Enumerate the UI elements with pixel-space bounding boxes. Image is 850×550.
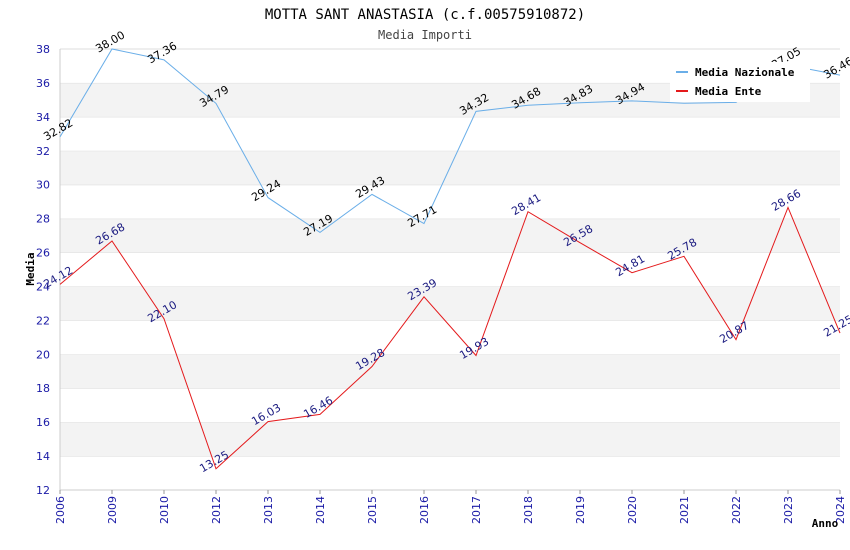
grid-band bbox=[60, 456, 840, 490]
x-tick-label: 2020 bbox=[626, 496, 639, 524]
x-tick-label: 2023 bbox=[782, 496, 795, 524]
grid-band bbox=[60, 286, 840, 321]
x-tick-label: 2010 bbox=[158, 496, 171, 524]
y-axis-label: Media bbox=[24, 252, 37, 285]
x-tick-label: 2019 bbox=[574, 496, 587, 524]
x-tick-label: 2013 bbox=[262, 496, 275, 524]
y-tick-label: 32 bbox=[36, 145, 50, 158]
grid-band bbox=[60, 252, 840, 287]
x-tick-label: 2014 bbox=[314, 496, 327, 524]
x-tick-label: 2012 bbox=[210, 496, 223, 524]
y-tick-label: 38 bbox=[36, 43, 50, 56]
y-tick-label: 20 bbox=[36, 348, 50, 361]
x-tick-label: 2022 bbox=[730, 496, 743, 524]
legend-entry: Media Ente bbox=[695, 85, 762, 98]
y-tick-label: 34 bbox=[36, 111, 50, 124]
y-tick-label: 12 bbox=[36, 484, 50, 497]
chart-subtitle: Media Importi bbox=[378, 28, 472, 42]
x-tick-label: 2018 bbox=[522, 496, 535, 524]
y-tick-label: 28 bbox=[36, 213, 50, 226]
legend-entry: Media Nazionale bbox=[695, 66, 795, 79]
y-tick-label: 14 bbox=[36, 450, 50, 463]
x-tick-label: 2017 bbox=[470, 496, 483, 524]
y-tick-label: 36 bbox=[36, 77, 50, 90]
series-line-media-nazionale bbox=[59, 48, 841, 234]
grid-band bbox=[60, 116, 840, 151]
grid-band bbox=[60, 218, 840, 253]
series-line-media-ente bbox=[59, 206, 841, 470]
x-tick-label: 2021 bbox=[678, 496, 691, 524]
y-tick-label: 22 bbox=[36, 314, 50, 327]
x-tick-label: 2009 bbox=[106, 496, 119, 524]
x-tick-label: 2015 bbox=[366, 496, 379, 524]
grid-band bbox=[60, 184, 840, 219]
y-tick-label: 26 bbox=[36, 247, 50, 260]
x-tick-label: 2006 bbox=[54, 496, 67, 524]
y-tick-label: 16 bbox=[36, 416, 50, 429]
legend: Media Nazionale Media Ente bbox=[670, 62, 810, 102]
grid-band bbox=[60, 422, 840, 457]
grid-band bbox=[60, 354, 840, 389]
x-tick-label: 2016 bbox=[418, 496, 431, 524]
x-tick-label: 2024 bbox=[834, 496, 847, 524]
y-tick-label: 30 bbox=[36, 179, 50, 192]
x-axis-label: Anno bbox=[812, 517, 839, 530]
legend-box bbox=[670, 62, 810, 102]
y-tick-label: 24 bbox=[36, 280, 50, 293]
chart-title: MOTTA SANT ANASTASIA (c.f.00575910872) bbox=[265, 7, 585, 23]
grid-band bbox=[60, 388, 840, 423]
y-tick-label: 18 bbox=[36, 382, 50, 395]
